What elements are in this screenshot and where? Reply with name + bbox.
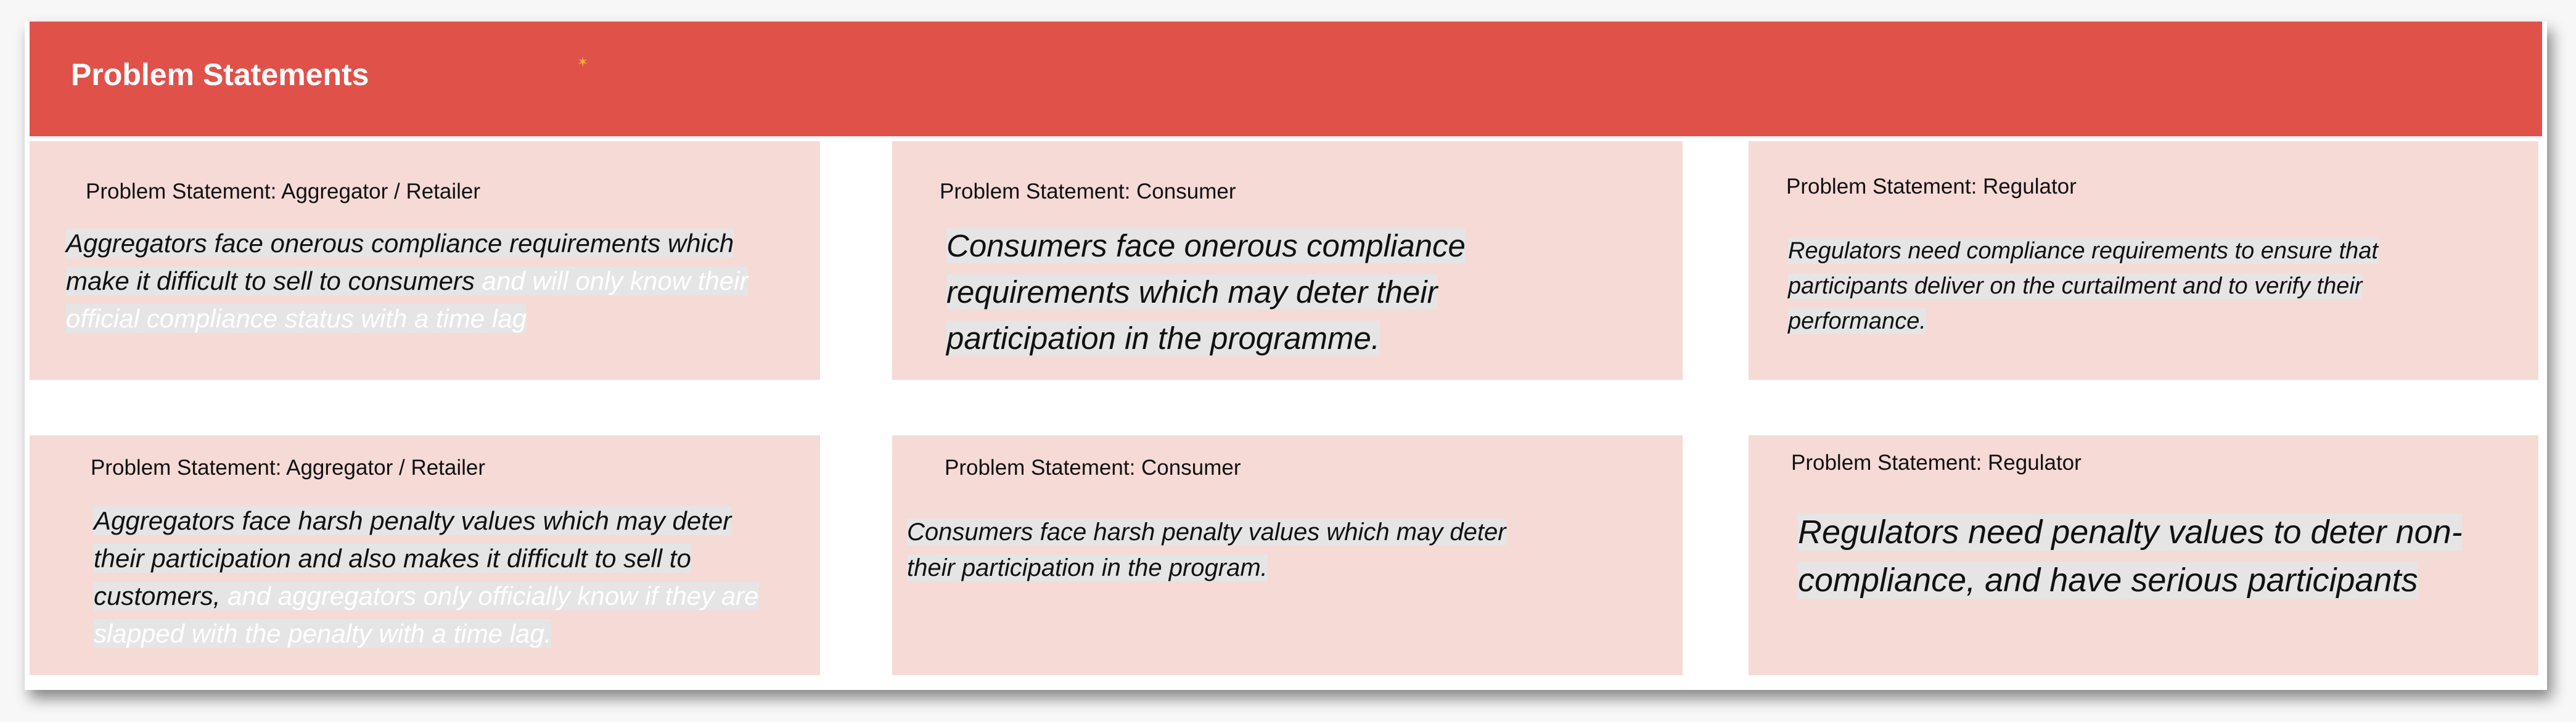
card-text: Regulators need compliance requirements … [1788, 238, 2378, 334]
problem-card-consumer-penalty: Problem Statement: Consumer Consumers fa… [892, 435, 1683, 675]
card-text: Aggregators face harsh penalty values wh… [94, 506, 759, 648]
card-label: Problem Statement: Consumer [940, 179, 1236, 203]
card-label: Problem Statement: Aggregator / Retailer [86, 179, 481, 203]
problem-card-aggregator-penalty: Problem Statement: Aggregator / Retailer… [30, 435, 820, 675]
card-text: Consumers face onerous compliance requir… [946, 228, 1466, 356]
card-text: Consumers face harsh penalty values whic… [907, 519, 1506, 581]
star-sparkle-icon: ✶ [577, 54, 589, 70]
card-label: Problem Statement: Regulator [1791, 451, 2082, 475]
problem-card-aggregator-compliance: Problem Statement: Aggregator / Retailer… [30, 141, 820, 380]
problem-card-consumer-compliance: Problem Statement: Consumer Consumers fa… [892, 141, 1683, 380]
card-label: Problem Statement: Consumer [945, 456, 1241, 480]
card-label: Problem Statement: Regulator [1786, 174, 2077, 199]
card-text: Regulators need penalty values to deter … [1798, 514, 2463, 599]
problem-card-regulator-compliance: Problem Statement: Regulator Regulators … [1749, 141, 2538, 380]
card-label: Problem Statement: Aggregator / Retailer [91, 456, 486, 480]
header-bar: Problem Statements ✶ [30, 22, 2542, 136]
page-title: Problem Statements [71, 57, 369, 92]
card-text: Aggregators face onerous compliance requ… [66, 229, 749, 333]
problem-card-regulator-penalty: Problem Statement: Regulator Regulators … [1749, 435, 2538, 675]
